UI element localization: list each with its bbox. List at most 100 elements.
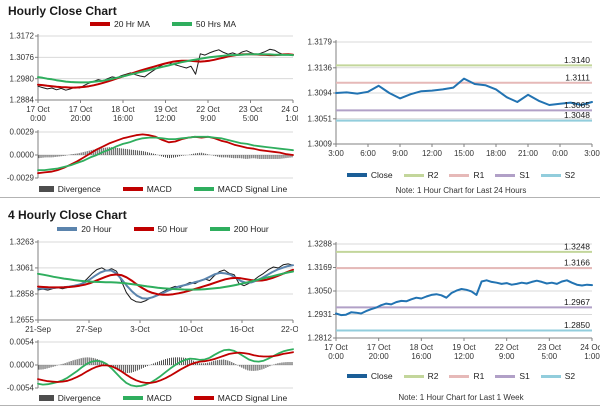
svg-text:1.3166: 1.3166 (564, 258, 590, 268)
svg-text:0.0000: 0.0000 (10, 151, 35, 160)
svg-text:0.0000: 0.0000 (10, 361, 35, 370)
legend-item-50hour: 50 Hour (133, 224, 188, 234)
legend-item-s1: S1 (495, 371, 530, 381)
svg-text:1.3009: 1.3009 (308, 140, 333, 149)
legend-label: Close (370, 170, 393, 180)
legend-item-r1: R1 (449, 170, 484, 180)
legend-label: R1 (473, 371, 485, 381)
legend-swatch (171, 22, 192, 26)
svg-text:1.2812: 1.2812 (308, 334, 333, 343)
legend-label: S1 (519, 371, 530, 381)
svg-text:1.3065: 1.3065 (564, 100, 590, 110)
legend-item-s2: S2 (540, 170, 575, 180)
legend-item-s2: S2 (540, 371, 576, 381)
section-divider (0, 197, 600, 198)
legend-swatch (495, 374, 516, 378)
svg-text:1.2858: 1.2858 (10, 290, 35, 299)
legend-label: S2 (564, 371, 576, 381)
legend-swatch (57, 227, 78, 231)
legend-swatch (89, 22, 110, 26)
legend-item-s1: S1 (495, 170, 530, 180)
svg-text:1.3172: 1.3172 (10, 32, 35, 41)
svg-text:1.2884: 1.2884 (10, 96, 35, 105)
legend-item-macd-signal: MACD Signal Line (193, 393, 288, 403)
legend-swatch (540, 374, 561, 378)
legend-label: MACD Signal Line (217, 393, 288, 403)
legend-item-r2: R2 (403, 371, 438, 381)
svg-text:-0.0029: -0.0029 (7, 174, 35, 182)
legend-swatch (122, 187, 143, 191)
legend-swatch (403, 173, 424, 177)
svg-text:1.3051: 1.3051 (308, 114, 333, 123)
svg-text:1.3248: 1.3248 (564, 241, 590, 251)
legend-item-divergence: Divergence (38, 184, 101, 194)
legend-label: MACD (146, 184, 172, 194)
hourly-macd-legend: Divergence MACD MACD Signal Line (30, 184, 296, 194)
legend-label: Close (370, 371, 393, 381)
legend-swatch (346, 173, 367, 177)
svg-text:1.3111: 1.3111 (565, 72, 590, 82)
svg-text:0.0029: 0.0029 (10, 128, 35, 137)
legend-swatch (449, 173, 470, 177)
legend-label: MACD (146, 393, 172, 403)
svg-text:21:00: 21:00 (518, 149, 539, 158)
hourly-ma-legend: 20 Hr MA 50 Hrs MA (30, 19, 296, 29)
svg-text:1.2655: 1.2655 (10, 316, 35, 325)
svg-text:1.2931: 1.2931 (308, 310, 333, 319)
svg-text:1.2980: 1.2980 (10, 74, 35, 83)
svg-text:12:00: 12:00 (422, 149, 443, 158)
svg-text:3-Oct: 3-Oct (130, 325, 150, 334)
legend-item-20hr-ma: 20 Hr MA (89, 19, 150, 29)
svg-text:1.3048: 1.3048 (564, 110, 590, 120)
svg-text:3:00: 3:00 (584, 149, 600, 158)
svg-text:-0.0054: -0.0054 (7, 384, 35, 392)
weekly-pivot-legend: Close R2 R1 S1 S2 (330, 371, 592, 381)
weekly-pivot-panel: 1.3288 1.3169 1.3050 1.2931 1.2812 17 Oct 0:00… (300, 203, 600, 405)
legend-swatch (209, 227, 230, 231)
legend-swatch (449, 374, 470, 378)
legend-item-close: Close (346, 170, 393, 180)
svg-text:1.3263: 1.3263 (10, 238, 35, 247)
legend-item-200hour: 200 Hour (209, 224, 269, 234)
four-hourly-close-panel: 4 Hourly Close Chart 20 Hour 50 Hour 200… (0, 203, 300, 405)
hourly-macd-chart: 0.0029 0.0000 -0.0029 (7, 128, 294, 182)
svg-text:1.3076: 1.3076 (10, 53, 35, 62)
legend-label: S1 (519, 170, 530, 180)
svg-text:6:00: 6:00 (360, 149, 376, 158)
hourly-pivot-panel: 1.3179 1.3136 1.3094 1.3051 1.3009 3:00 6:00 9:… (300, 0, 600, 197)
hourly-pivot-legend: Close R2 R1 S1 S2 (330, 170, 592, 180)
svg-text:9:00: 9:00 (392, 149, 408, 158)
legend-item-r2: R2 (403, 170, 438, 180)
legend-swatch (38, 186, 54, 192)
svg-text:1.3140: 1.3140 (564, 55, 590, 65)
legend-label: 50 Hrs MA (195, 19, 237, 29)
legend-item-20hour: 20 Hour (57, 224, 112, 234)
legend-label: MACD Signal Line (217, 184, 288, 194)
legend-item-50hr-ma: 50 Hrs MA (171, 19, 237, 29)
legend-label: 50 Hour (157, 224, 188, 234)
legend-item-macd: MACD (122, 393, 172, 403)
section-divider (0, 405, 600, 406)
legend-swatch (193, 396, 214, 400)
svg-text:16-Oct: 16-Oct (230, 325, 255, 334)
four-hourly-ma-legend: 20 Hour 50 Hour 200 Hour (30, 224, 296, 234)
four-hourly-chart-title: 4 Hourly Close Chart (8, 208, 127, 222)
legend-swatch (38, 395, 54, 401)
legend-swatch (495, 173, 516, 177)
svg-text:1.3061: 1.3061 (10, 264, 35, 273)
legend-label: 20 Hour (81, 224, 112, 234)
